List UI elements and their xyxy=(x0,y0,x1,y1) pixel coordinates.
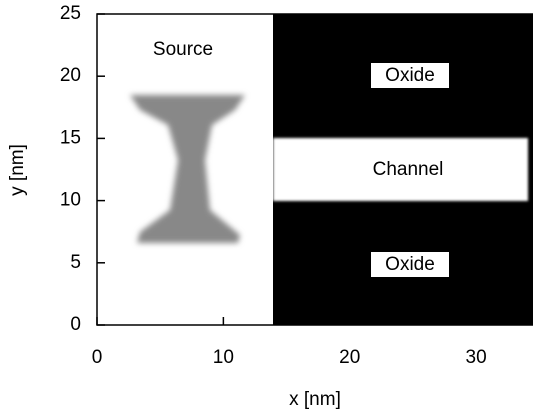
y-tick-label: 5 xyxy=(70,252,81,273)
plot-image xyxy=(97,14,533,325)
x-tick-label: 0 xyxy=(92,347,103,368)
annotation: Source xyxy=(153,39,213,60)
plot-frame xyxy=(96,13,533,326)
x-tick-label: 20 xyxy=(339,347,360,368)
annotation: Oxide xyxy=(385,65,435,86)
y-tick-label: 25 xyxy=(60,3,81,24)
channel-region xyxy=(273,138,528,201)
x-tick-label: 10 xyxy=(213,347,234,368)
x-tick-label: 30 xyxy=(466,347,487,368)
y-tick-label: 15 xyxy=(60,127,81,148)
y-tick-label: 0 xyxy=(70,314,81,335)
x-axis-label: x [nm] xyxy=(289,389,341,410)
gray-shape xyxy=(130,95,245,243)
y-tick-label: 10 xyxy=(60,190,81,211)
y-axis-label: y [nm] xyxy=(7,144,28,196)
y-tick-label: 20 xyxy=(60,65,81,86)
annotation: Channel xyxy=(373,159,444,180)
label-box xyxy=(371,252,449,277)
label-box xyxy=(371,63,449,88)
annotation: Oxide xyxy=(385,254,435,275)
